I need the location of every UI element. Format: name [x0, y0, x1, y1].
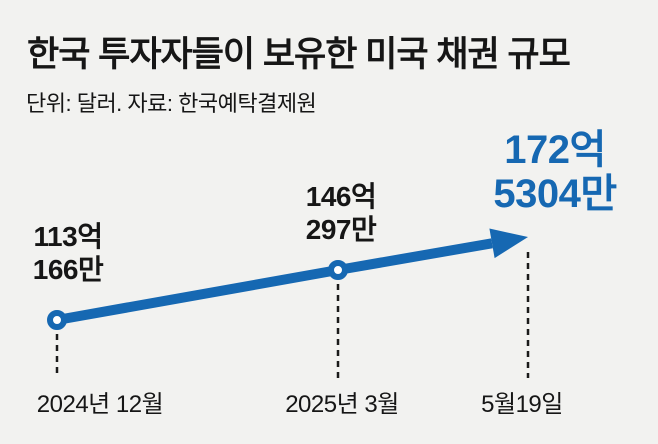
x-axis-label-3: 5월19일 — [481, 391, 563, 418]
data-point-marker-1 — [47, 310, 67, 330]
arrow-head-icon — [489, 228, 528, 259]
value-label-1-line2: 166만 — [32, 254, 104, 285]
x-axis-label-2: 2025년 3월 — [285, 391, 399, 418]
value-label-2-line2: 297만 — [305, 214, 377, 245]
value-label-3-line2: 5304만 — [493, 172, 617, 216]
value-label-1-line1: 113억 — [33, 221, 103, 252]
value-label-3-line1: 172억 — [504, 128, 606, 172]
value-label-3-highlight: 172억 5304만 — [493, 128, 617, 216]
trend-line — [56, 238, 493, 325]
x-axis-label-1: 2024년 12월 — [36, 391, 164, 418]
value-label-2: 146억 297만 — [305, 180, 377, 246]
value-label-1: 113억 166만 — [32, 220, 104, 286]
value-label-2-line1: 146억 — [305, 181, 377, 212]
data-point-marker-2 — [328, 260, 348, 280]
chart-title: 한국 투자자들이 보유한 미국 채권 규모 — [27, 35, 571, 74]
chart-unit-and-source: 단위: 달러. 자료: 한국예탁결제원 — [26, 91, 317, 116]
